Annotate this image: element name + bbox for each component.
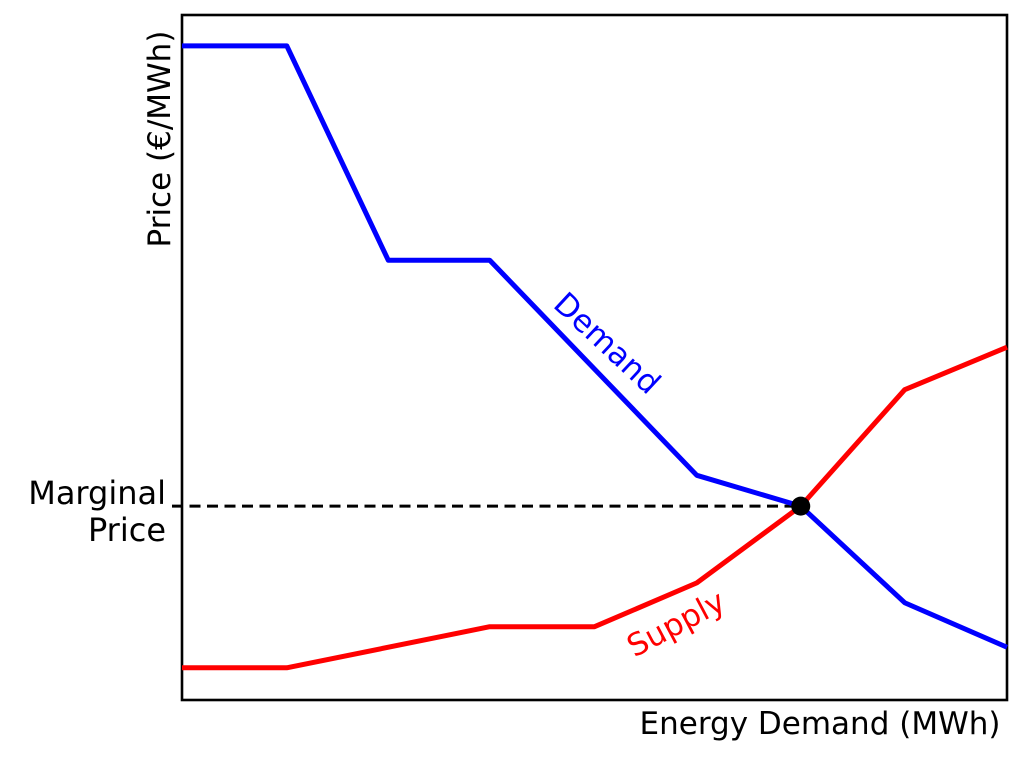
- marginal-price-label-line2: Price: [88, 511, 166, 549]
- intersection-point: [791, 496, 811, 516]
- marginal-price-label-line1: Marginal: [28, 474, 166, 512]
- supply-curve: [182, 344, 1008, 671]
- y-axis-label: Price (€/MWh): [142, 31, 178, 248]
- demand-curve: [182, 43, 1008, 650]
- supply-curve-label: Supply: [621, 583, 731, 664]
- x-axis-label: Energy Demand (MWh): [640, 706, 1001, 742]
- plot-border: [180, 13, 1009, 702]
